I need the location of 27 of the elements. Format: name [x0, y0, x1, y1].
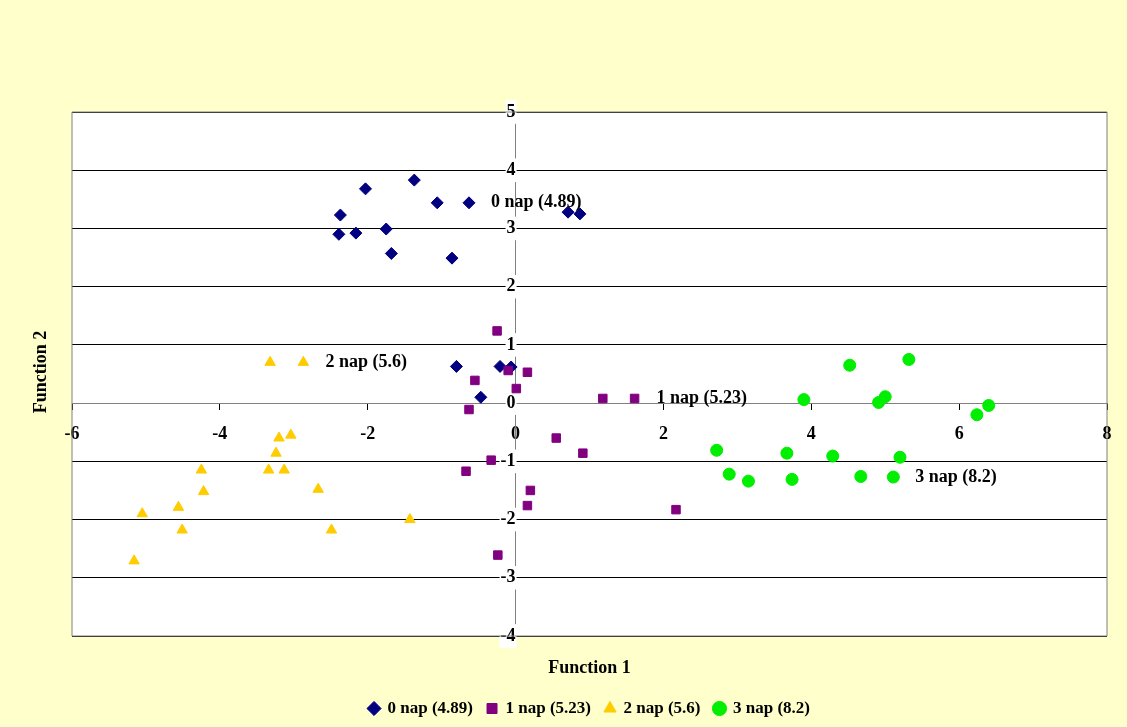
y-axis-title: Function 2 — [29, 330, 51, 414]
x-tick-label: -4 — [212, 422, 228, 443]
annotation: 2 nap (5.6) — [325, 351, 407, 373]
x-tick-label: 2 — [658, 422, 668, 443]
y-tick-label: -4 — [500, 624, 516, 645]
x-tick-label: -2 — [360, 422, 376, 443]
legend-label: 0 nap (4.89) — [387, 697, 474, 717]
x-tick-label: 6 — [954, 422, 964, 443]
x-tick-label: 4 — [806, 422, 816, 443]
legend-label: 3 nap (8.2) — [732, 697, 810, 717]
y-tick-label: 5 — [506, 100, 516, 121]
y-tick-label: -1 — [500, 449, 516, 470]
x-tick-label: -6 — [64, 422, 80, 443]
y-tick-label: 1 — [506, 333, 516, 354]
annotation: 3 nap (8.2) — [915, 465, 997, 487]
annotation: 0 nap (4.89) — [491, 191, 582, 213]
x-axis-title: Function 1 — [547, 657, 632, 678]
annotation: 1 nap (5.23) — [656, 387, 748, 409]
legend-label: 2 nap (5.6) — [623, 697, 701, 717]
y-tick-label: 3 — [506, 217, 516, 238]
x-tick-label: 8 — [1102, 422, 1112, 443]
y-tick-label: -3 — [500, 566, 516, 587]
y-tick-label: 0 — [506, 391, 516, 412]
y-tick-label: 2 — [506, 275, 516, 296]
legend-label: 1 nap (5.23) — [505, 697, 591, 717]
y-tick-label: -2 — [500, 508, 516, 529]
y-tick-label: 4 — [506, 158, 516, 179]
